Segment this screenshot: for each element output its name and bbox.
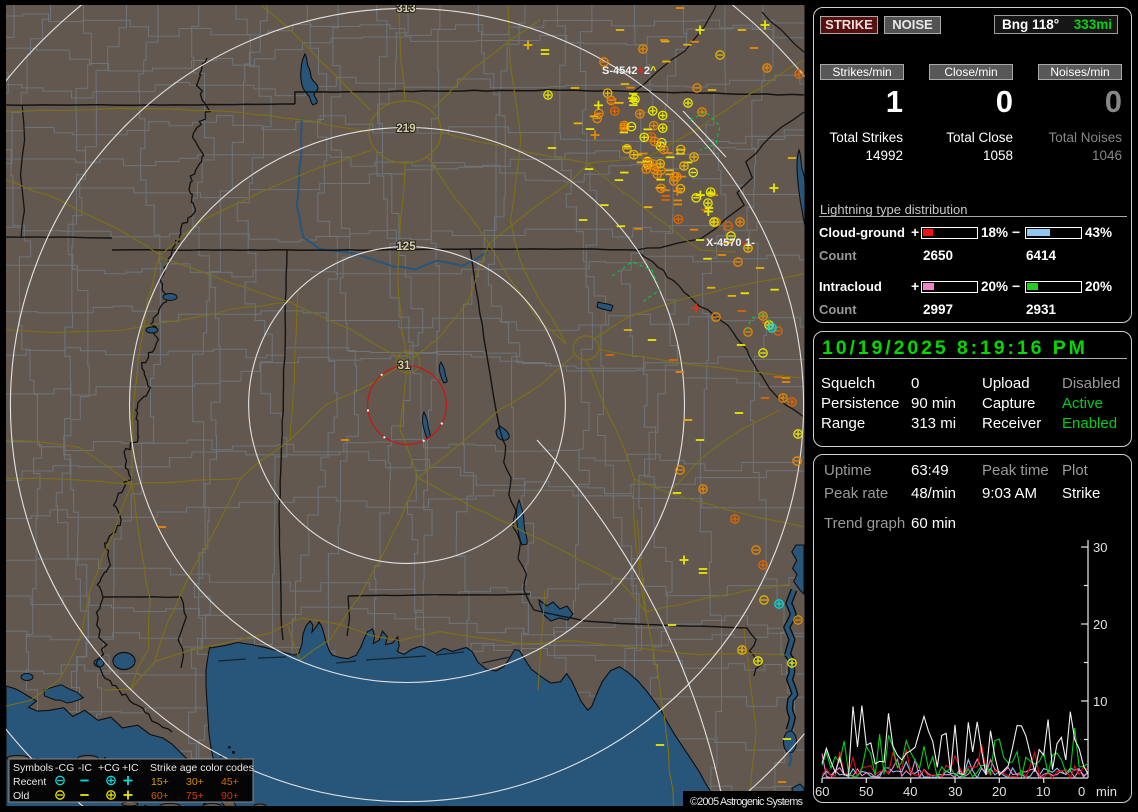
svg-text:20: 20 xyxy=(1093,617,1107,632)
svg-text:219: 219 xyxy=(396,123,415,135)
svg-text:40: 40 xyxy=(903,784,917,799)
svg-text:45+: 45+ xyxy=(221,776,239,788)
svg-text:125: 125 xyxy=(396,241,416,253)
svg-text:-CG: -CG xyxy=(55,762,74,774)
svg-text:+CG: +CG xyxy=(98,762,120,774)
svg-text:50: 50 xyxy=(859,784,873,799)
svg-text:X-4570-1-: X-4570-1- xyxy=(706,237,755,249)
svg-text:Recent: Recent xyxy=(13,776,46,788)
svg-text:60: 60 xyxy=(815,784,829,799)
svg-text:©2005 Astrogenic Systems: ©2005 Astrogenic Systems xyxy=(690,796,804,808)
svg-text:313: 313 xyxy=(396,3,415,15)
svg-text:Symbols: Symbols xyxy=(13,762,53,774)
svg-text:S-4542+2^: S-4542+2^ xyxy=(602,65,657,77)
svg-text:75+: 75+ xyxy=(186,790,204,802)
svg-text:10: 10 xyxy=(1093,694,1107,709)
svg-text:0: 0 xyxy=(1078,784,1085,799)
svg-text:10: 10 xyxy=(1036,784,1050,799)
svg-text:30+: 30+ xyxy=(186,776,204,788)
svg-text:30: 30 xyxy=(948,784,962,799)
svg-text:20: 20 xyxy=(992,784,1006,799)
svg-text:Strike age color codes: Strike age color codes xyxy=(150,762,254,774)
svg-text:-IC: -IC xyxy=(78,762,92,774)
svg-text:min: min xyxy=(1096,784,1117,799)
svg-text:60+: 60+ xyxy=(151,790,169,802)
svg-text:Old: Old xyxy=(13,790,30,802)
svg-text:+IC: +IC xyxy=(122,762,139,774)
svg-text:90+: 90+ xyxy=(221,790,239,802)
svg-text:31: 31 xyxy=(398,360,411,372)
svg-text:30: 30 xyxy=(1093,540,1107,555)
svg-text:15+: 15+ xyxy=(151,776,169,788)
